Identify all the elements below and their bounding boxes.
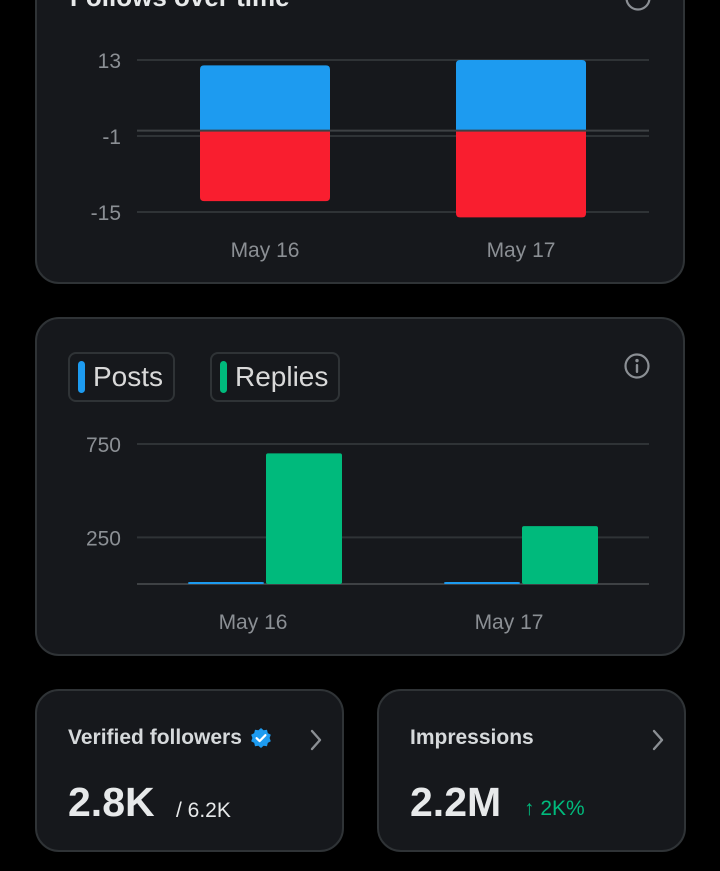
- verified-followers-value: 2.8K: [68, 779, 155, 825]
- replies-legend-swatch: [220, 361, 227, 393]
- replies-bar: [266, 453, 342, 584]
- posts-legend-swatch: [78, 361, 85, 393]
- impressions-change: ↑ 2K%: [524, 797, 585, 820]
- replies-bar: [522, 526, 598, 584]
- posts-bar: [188, 582, 264, 584]
- impressions-card[interactable]: Impressions 2.2M ↑ 2K%: [377, 689, 686, 852]
- legend-replies[interactable]: Replies: [210, 352, 341, 402]
- unfollows-bar: [456, 130, 586, 218]
- impressions-label: Impressions: [410, 726, 534, 749]
- posts-legend-label: Posts: [93, 361, 164, 392]
- impressions-value: 2.2M: [410, 779, 502, 825]
- x-tick-label: May 16: [219, 611, 288, 634]
- posts-replies-card: Posts Replies 750 250 May 16 May 17: [35, 317, 685, 656]
- unfollows-bar: [200, 130, 330, 202]
- y-tick-label: 750: [86, 434, 121, 457]
- follows-chart-title: Follows over time: [70, 0, 290, 13]
- follows-bar: [456, 60, 586, 131]
- impressions-label-row: Impressions: [410, 726, 534, 750]
- verified-badge-icon: [251, 728, 271, 748]
- info-icon[interactable]: [623, 352, 651, 380]
- total-followers-value: / 6.2K: [176, 799, 231, 822]
- replies-legend-label: Replies: [235, 361, 329, 392]
- follows-over-time-card: Follows over time 13 -1 -15 May 16 May 17: [35, 0, 685, 284]
- info-icon[interactable]: [624, 0, 652, 12]
- x-tick-label: May 16: [231, 239, 300, 262]
- chevron-right-icon[interactable]: [308, 728, 324, 752]
- y-tick-label: -1: [102, 126, 121, 149]
- follows-bar: [200, 65, 330, 131]
- verified-followers-card[interactable]: Verified followers 2.8K / 6.2K: [35, 689, 344, 852]
- follows-chart: 13 -1 -15 May 16 May 17: [91, 50, 649, 262]
- y-tick-label: 13: [98, 50, 121, 73]
- chevron-right-icon[interactable]: [650, 728, 666, 752]
- x-tick-label: May 17: [475, 611, 544, 634]
- y-tick-label: 250: [86, 527, 121, 550]
- posts-replies-chart: 750 250 May 16 May 17: [86, 434, 649, 634]
- verified-followers-label: Verified followers: [68, 726, 242, 749]
- y-tick-label: -15: [91, 202, 121, 225]
- x-tick-label: May 17: [487, 239, 556, 262]
- verified-followers-label-row: Verified followers: [68, 726, 272, 750]
- posts-bar: [444, 582, 520, 584]
- legend-posts[interactable]: Posts: [68, 352, 176, 402]
